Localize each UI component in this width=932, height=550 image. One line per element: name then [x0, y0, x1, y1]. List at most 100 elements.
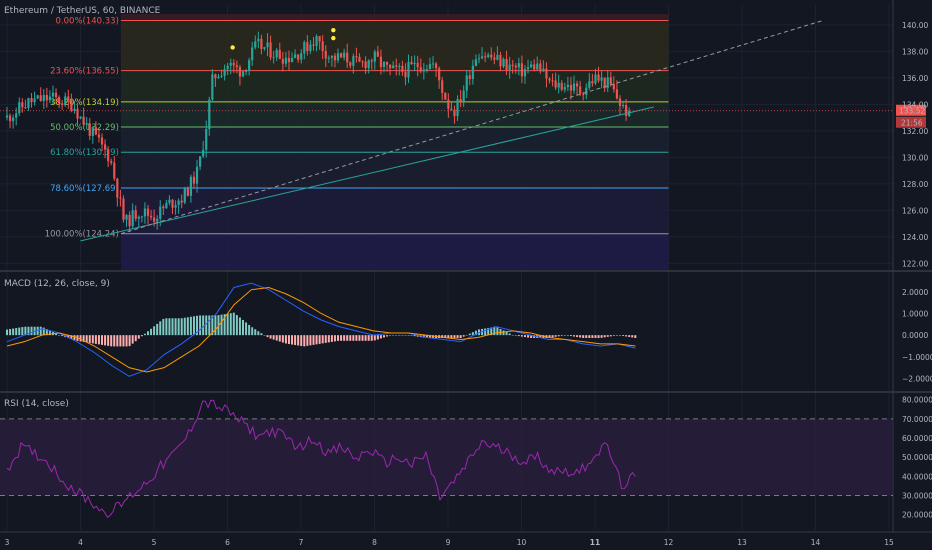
candle[interactable]	[122, 198, 125, 220]
candle[interactable]	[208, 99, 211, 130]
candle[interactable]	[30, 98, 33, 103]
candle[interactable]	[24, 107, 27, 109]
candle[interactable]	[407, 61, 410, 78]
candle[interactable]	[5, 115, 9, 118]
candle[interactable]	[615, 89, 619, 99]
fibonacci-retracement[interactable]: 0.00%(140.33) 23.60%(136.55) 38.20%(134.19…	[45, 14, 669, 270]
candle[interactable]	[413, 62, 416, 65]
candle[interactable]	[352, 56, 355, 66]
candle[interactable]	[339, 53, 343, 58]
candle[interactable]	[395, 65, 398, 67]
candle[interactable]	[116, 178, 119, 198]
candle[interactable]	[306, 42, 309, 52]
price-candles[interactable]	[5, 31, 631, 233]
candle[interactable]	[97, 134, 101, 138]
signal-line[interactable]	[6, 286, 636, 373]
candle[interactable]	[502, 58, 505, 67]
candle[interactable]	[67, 96, 70, 101]
candle[interactable]	[438, 68, 441, 81]
candle[interactable]	[441, 80, 444, 93]
candle[interactable]	[628, 110, 631, 117]
candle[interactable]	[336, 53, 340, 61]
candle[interactable]	[257, 38, 260, 42]
candle[interactable]	[468, 75, 471, 79]
candle[interactable]	[389, 64, 392, 69]
candle[interactable]	[248, 60, 251, 71]
candle[interactable]	[370, 60, 373, 62]
candle[interactable]	[379, 56, 383, 68]
candle[interactable]	[511, 64, 514, 66]
candle[interactable]	[211, 74, 214, 100]
candle[interactable]	[385, 61, 389, 65]
candle[interactable]	[523, 69, 527, 77]
candle[interactable]	[462, 90, 465, 102]
candle[interactable]	[533, 64, 536, 70]
candle[interactable]	[575, 83, 579, 87]
candle[interactable]	[496, 54, 499, 60]
candle[interactable]	[198, 156, 202, 167]
candle[interactable]	[474, 59, 478, 66]
candle[interactable]	[263, 47, 266, 49]
candle[interactable]	[364, 61, 367, 69]
candle[interactable]	[297, 54, 300, 60]
candle[interactable]	[153, 217, 156, 222]
candle[interactable]	[324, 50, 327, 59]
candle[interactable]	[346, 52, 349, 63]
candle[interactable]	[103, 144, 107, 150]
candle[interactable]	[42, 94, 45, 101]
candle[interactable]	[434, 63, 438, 69]
candle[interactable]	[471, 65, 474, 79]
candle[interactable]	[266, 42, 269, 48]
candle[interactable]	[45, 94, 48, 101]
candle[interactable]	[269, 42, 272, 58]
candle[interactable]	[618, 98, 622, 106]
candle[interactable]	[290, 58, 294, 63]
candle[interactable]	[447, 99, 450, 109]
candle[interactable]	[621, 104, 625, 106]
candle[interactable]	[143, 208, 147, 217]
candle[interactable]	[220, 75, 223, 77]
candle[interactable]	[398, 66, 401, 68]
candle[interactable]	[579, 86, 582, 94]
candle[interactable]	[61, 103, 64, 106]
candle[interactable]	[499, 54, 502, 67]
candle[interactable]	[514, 65, 517, 68]
candle[interactable]	[110, 161, 113, 163]
candle[interactable]	[174, 205, 177, 208]
candle[interactable]	[545, 68, 548, 79]
candle[interactable]	[146, 208, 150, 216]
candle[interactable]	[171, 199, 174, 208]
candle[interactable]	[18, 102, 21, 114]
candle[interactable]	[517, 63, 520, 68]
candle[interactable]	[453, 109, 456, 117]
macd-pane[interactable]	[6, 282, 637, 377]
candle[interactable]	[456, 99, 459, 117]
candle[interactable]	[186, 188, 189, 196]
candle[interactable]	[91, 127, 94, 136]
candle[interactable]	[508, 64, 511, 71]
candle[interactable]	[480, 56, 484, 59]
candle[interactable]	[119, 197, 122, 199]
candle[interactable]	[238, 67, 242, 77]
candle[interactable]	[330, 55, 333, 58]
candle[interactable]	[431, 63, 435, 65]
candle[interactable]	[183, 188, 186, 203]
candle[interactable]	[272, 57, 275, 59]
candle[interactable]	[260, 38, 263, 49]
candle[interactable]	[82, 116, 85, 125]
candle[interactable]	[51, 92, 55, 97]
candle[interactable]	[281, 59, 284, 64]
candle[interactable]	[382, 61, 386, 68]
candle[interactable]	[189, 176, 192, 196]
candle[interactable]	[487, 54, 490, 58]
candle[interactable]	[168, 199, 171, 203]
candle[interactable]	[73, 108, 76, 111]
candle[interactable]	[39, 95, 42, 101]
candle[interactable]	[318, 36, 321, 42]
candle[interactable]	[128, 214, 131, 227]
candle[interactable]	[321, 41, 324, 51]
candle[interactable]	[162, 206, 165, 209]
candle[interactable]	[278, 49, 281, 60]
candle[interactable]	[214, 74, 217, 79]
